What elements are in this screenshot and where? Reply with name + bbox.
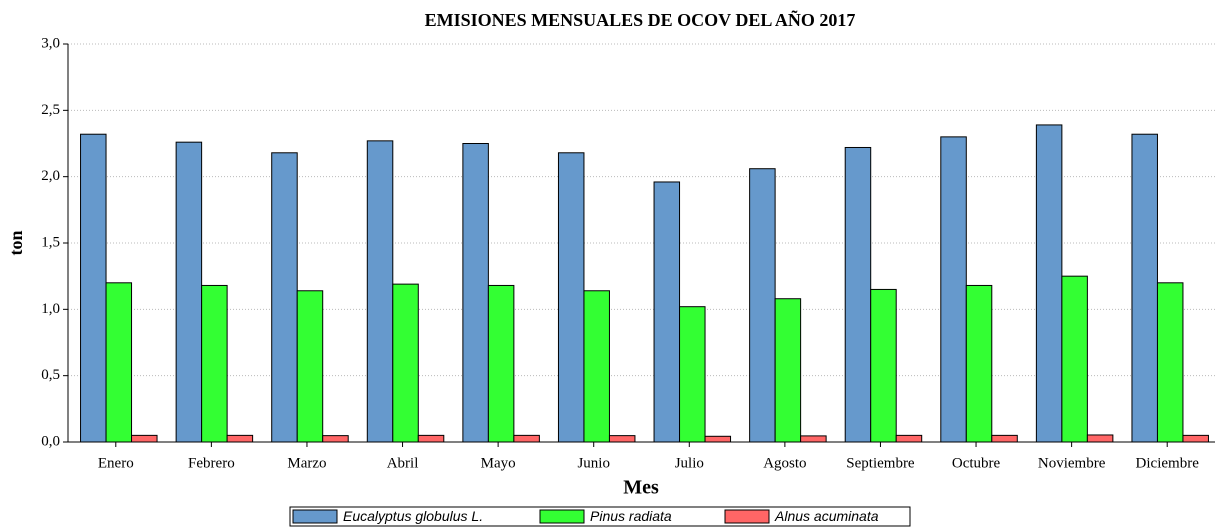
bar [366,140,394,443]
legend-label: Alnus acuminata [774,508,879,524]
bar [1086,434,1114,443]
y-tick-label: 1,5 [41,234,60,250]
x-tick-label: Diciembre [1136,455,1200,471]
bar [80,133,107,443]
bar [322,435,349,443]
bar [940,136,967,443]
bar [513,434,540,443]
bar [105,282,133,443]
bar [1182,434,1209,443]
bar [679,306,706,443]
y-axis-label: ton [6,230,26,255]
bar [417,434,445,443]
legend-label: Pinus radiata [590,508,672,524]
x-tick-label: Marzo [287,455,326,471]
bar [1035,124,1063,443]
bar [749,168,776,443]
bar [895,434,923,443]
bar [1061,275,1088,443]
bar [583,290,610,443]
bar [800,435,827,443]
bar [704,435,732,443]
y-tick-label: 2,5 [41,102,60,118]
legend-swatch [292,509,338,524]
bar [226,434,254,443]
bar [487,284,515,443]
bar [392,283,419,443]
x-tick-label: Septiembre [846,455,915,471]
bar [296,290,324,443]
chart-title: EMISIONES MENSUALES DE OCOV DEL AÑO 2017 [425,9,856,30]
x-tick-label: Abril [387,455,419,471]
bar [271,152,298,443]
x-tick-label: Julio [675,455,704,471]
bar [774,298,802,443]
bar [201,284,228,443]
x-tick-label: Noviembre [1038,455,1106,471]
bar [1156,282,1184,443]
bar [131,434,158,443]
y-tick-label: 0,5 [41,367,60,383]
y-tick-label: 0,0 [41,433,60,449]
legend-label: Eucalyptus globulus L. [343,508,483,524]
bar [462,143,489,443]
x-tick-label: Mayo [481,455,516,471]
y-tick-label: 3,0 [41,35,60,51]
legend-swatch [539,509,585,524]
x-axis-label: Mes [623,477,659,499]
y-tick-label: 2,0 [41,168,60,184]
bar [557,152,585,443]
bar [175,141,203,443]
bar [653,181,681,443]
bar [844,146,872,443]
x-tick-label: Agosto [763,455,806,471]
x-tick-label: Junio [577,455,610,471]
bar [870,288,897,443]
legend-swatch [724,509,770,524]
bar [1131,133,1158,443]
bar [965,284,993,443]
x-tick-label: Octubre [952,455,1001,471]
x-tick-label: Enero [98,455,134,471]
x-tick-label: Febrero [188,455,235,471]
y-tick-label: 1,0 [41,301,60,317]
bar [991,434,1018,443]
bar [608,435,636,443]
